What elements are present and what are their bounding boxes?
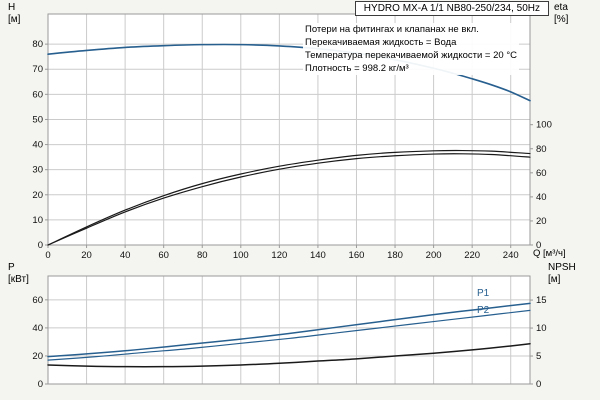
left-axis-tick-label: 60 xyxy=(32,89,43,100)
panel-frame xyxy=(47,275,531,385)
left-axis-tick-label: 40 xyxy=(32,323,43,334)
x-axis-tick-label: 240 xyxy=(503,250,519,261)
right-axis-tick-label: 60 xyxy=(536,168,547,179)
left-axis-tick-label: 20 xyxy=(32,351,43,362)
left-axis-tick-label: 30 xyxy=(32,165,43,176)
p-axis-label-line2: [кВт] xyxy=(8,274,29,285)
right-axis-tick-label: 10 xyxy=(536,323,547,334)
curve-NPSH xyxy=(47,342,531,368)
p2-curve-label: P2 xyxy=(477,305,490,316)
x-axis-tick-label: 20 xyxy=(81,250,92,261)
left-axis-tick-label: 70 xyxy=(32,64,43,75)
npsh-axis-label-line2: [м] xyxy=(548,274,561,285)
panel-background xyxy=(48,276,530,384)
p-axis-label: P [кВт] xyxy=(8,262,29,286)
q-axis-label: Q [м³/ч] xyxy=(533,248,566,259)
left-axis-tick-label: 20 xyxy=(32,190,43,201)
right-axis-tick-label: 100 xyxy=(536,120,552,131)
x-axis-tick-label: 60 xyxy=(158,250,169,261)
right-axis-tick-label: 20 xyxy=(536,216,547,227)
annotation-liquid: Перекачиваемая жидкость = Вода xyxy=(305,37,457,48)
x-axis-tick-label: 140 xyxy=(310,250,326,261)
npsh-axis-label-line1: NPSH xyxy=(548,262,576,273)
annotation-density: Плотность = 998.2 кг/м³ xyxy=(305,63,409,74)
x-axis-tick-label: 40 xyxy=(120,250,131,261)
curve-eta-upper xyxy=(47,149,531,246)
chart-title: HYDRO MX-A 1/1 NB80-250/234, 50Hz xyxy=(354,1,549,16)
left-axis-tick-label: 0 xyxy=(38,240,43,251)
left-axis-tick-label: 60 xyxy=(32,295,43,306)
h-axis-label: H [м] xyxy=(8,2,20,26)
x-axis-tick-label: 180 xyxy=(387,250,403,261)
right-axis-tick-label: 40 xyxy=(536,192,547,203)
left-axis-tick-label: 50 xyxy=(32,114,43,125)
annotation-temperature: Температура перекачиваемой жидкости = 20… xyxy=(305,50,517,61)
h-axis-label-line1: H xyxy=(8,2,16,13)
right-axis-tick-label: 80 xyxy=(536,144,547,155)
left-axis-tick-label: 0 xyxy=(38,379,43,390)
left-axis-tick-label: 10 xyxy=(32,215,43,226)
eta-axis-label-line2: [%] xyxy=(554,14,569,25)
left-axis-tick-label: 40 xyxy=(32,140,43,151)
curve-P1 xyxy=(47,302,531,358)
eta-axis-label-line1: eta xyxy=(554,2,568,13)
right-axis-tick-label: 5 xyxy=(536,351,541,362)
p-axis-label-line1: P xyxy=(8,262,15,273)
x-axis-tick-label: 160 xyxy=(349,250,365,261)
right-axis-tick-label: 15 xyxy=(536,295,547,306)
h-axis-label-line2: [м] xyxy=(8,14,21,25)
right-axis-tick-label: 0 xyxy=(536,240,541,251)
curve-P2 xyxy=(47,309,531,361)
annotation-losses: Потери на фитингах и клапанах не вкл. xyxy=(305,24,479,35)
x-axis-tick-label: 80 xyxy=(197,250,208,261)
eta-axis-label: eta [%] xyxy=(554,2,568,26)
right-axis-tick-label: 0 xyxy=(536,379,541,390)
x-axis-tick-label: 220 xyxy=(464,250,480,261)
x-axis-tick-label: 120 xyxy=(271,250,287,261)
x-axis-tick-label: 100 xyxy=(233,250,249,261)
panel-frame xyxy=(47,13,531,246)
x-axis-tick-label: 200 xyxy=(426,250,442,261)
chart-annotations: Потери на фитингах и клапанах не вкл. Пе… xyxy=(303,23,519,75)
left-axis-tick-label: 80 xyxy=(32,39,43,50)
p1-curve-label: P1 xyxy=(477,288,490,299)
curve-eta-lower xyxy=(47,153,531,246)
x-axis-tick-label: 0 xyxy=(45,250,50,261)
npsh-axis-label: NPSH [м] xyxy=(548,262,576,286)
